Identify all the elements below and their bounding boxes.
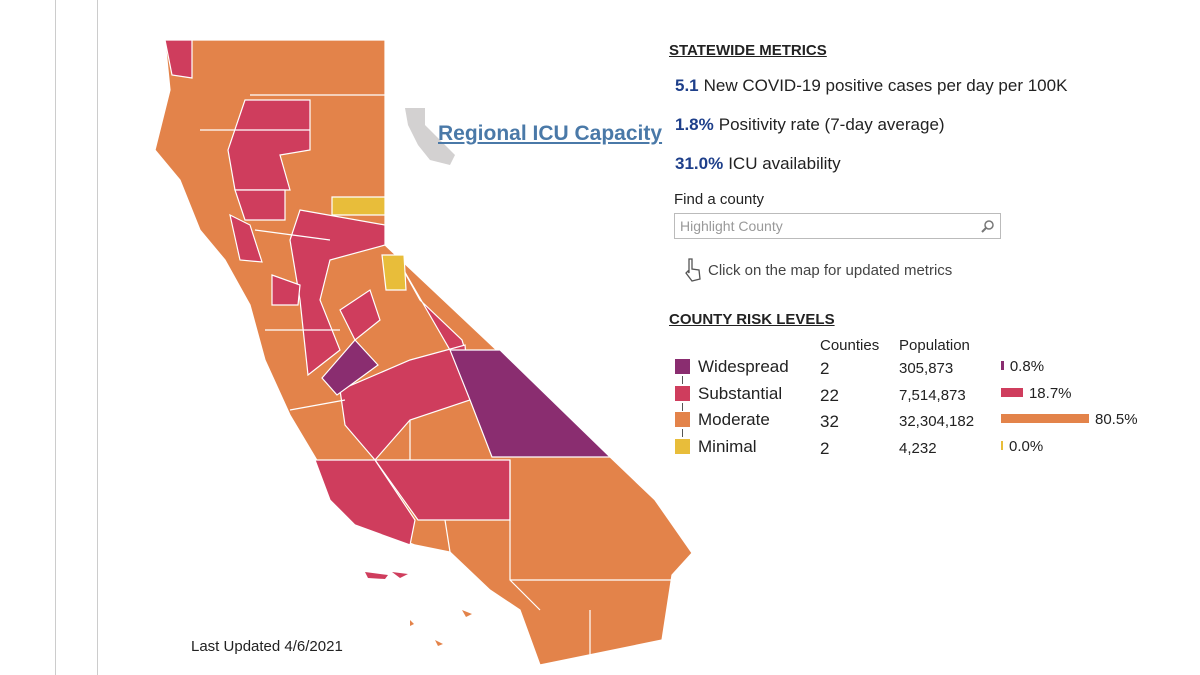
county[interactable]	[271, 274, 301, 306]
county-count: 2	[820, 359, 830, 378]
county[interactable]	[339, 344, 471, 461]
hint: Click on the map for updated metrics	[708, 262, 953, 279]
share-label: 18.7%	[1028, 384, 1072, 402]
legend-swatch	[675, 438, 690, 454]
california-map[interactable]	[0, 0, 700, 675]
county-line	[200, 94, 675, 655]
county[interactable]	[229, 189, 286, 263]
county[interactable]	[289, 209, 386, 377]
share-label: 0.8%	[1009, 358, 1045, 375]
search-icon	[981, 220, 994, 233]
share-bar	[1001, 440, 1003, 450]
metric-value: 31.0%	[675, 154, 724, 173]
metric-value: 5.1	[675, 76, 699, 95]
county[interactable]	[321, 339, 379, 396]
column-header: Counties	[820, 337, 880, 354]
population: 305,873	[899, 360, 954, 377]
find-label: Find a county	[674, 191, 765, 208]
county[interactable]	[314, 459, 416, 546]
metric-label: Positivity rate (7-day average)	[718, 115, 945, 134]
population: 7,514,873	[899, 386, 966, 404]
county[interactable]	[449, 349, 612, 458]
county[interactable]	[381, 254, 407, 291]
legend-swatch	[675, 385, 690, 401]
county-count: 32	[820, 412, 839, 431]
legend-connector	[682, 429, 683, 437]
risk-name: Moderate	[698, 410, 770, 429]
islands	[365, 572, 472, 646]
share-bar	[1001, 361, 1004, 370]
share-bar	[1001, 414, 1089, 423]
region-thumbnail[interactable]	[405, 108, 455, 165]
county-count: 22	[820, 385, 839, 405]
column-header: Population	[899, 337, 970, 354]
legend-swatch	[675, 412, 690, 427]
legend-connector	[682, 376, 683, 384]
population: 32,304,182	[899, 413, 975, 430]
state-outline[interactable]	[154, 39, 693, 666]
metric-label: ICU availability	[728, 154, 841, 173]
share-label: 80.5%	[1095, 411, 1138, 428]
section-title: COUNTY RISK LEVELS	[669, 311, 835, 328]
risk-name: Widespread	[698, 357, 789, 376]
last-updated: Last Updated 4/6/2021	[191, 638, 343, 655]
rule	[97, 0, 98, 675]
search-box[interactable]: Highlight County	[674, 213, 1001, 239]
legend-swatch	[675, 359, 690, 374]
rule	[55, 0, 56, 675]
metric-label: New COVID-19 positive cases per day per …	[703, 76, 1068, 95]
county[interactable]	[331, 196, 386, 216]
hand-icon	[685, 258, 701, 282]
county[interactable]	[164, 39, 193, 79]
share-label: 0.0%	[1009, 437, 1044, 455]
risk-name: Substantial	[698, 383, 783, 403]
regional-link[interactable]: Regional ICU Capacity	[438, 122, 663, 145]
legend-connector	[682, 402, 683, 411]
share-bar	[1001, 387, 1023, 397]
county-count: 2	[820, 438, 830, 458]
search-placeholder: Highlight County	[680, 218, 783, 234]
section-title: STATEWIDE METRICS	[669, 42, 827, 59]
population: 4,232	[899, 439, 937, 457]
county[interactable]	[227, 99, 311, 191]
metric-value: 1.8%	[675, 115, 714, 134]
risk-name: Minimal	[698, 436, 757, 456]
